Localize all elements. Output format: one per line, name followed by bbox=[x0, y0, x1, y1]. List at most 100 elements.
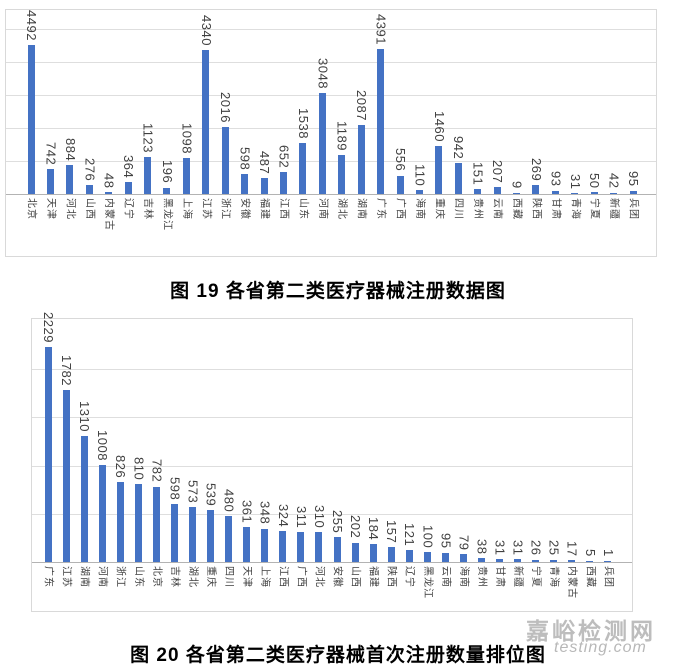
x-axis-label: 北京 bbox=[150, 566, 162, 588]
bar-value-label: 556 bbox=[393, 148, 408, 172]
bar bbox=[333, 537, 341, 562]
bar bbox=[170, 504, 178, 562]
gridline bbox=[32, 417, 632, 419]
bar bbox=[225, 515, 233, 562]
bar bbox=[261, 528, 269, 562]
x-axis-label: 黑龙江 bbox=[161, 198, 173, 231]
bar bbox=[387, 546, 395, 562]
bar bbox=[351, 542, 359, 562]
bar-value-label: 184 bbox=[366, 517, 382, 541]
gridline bbox=[32, 513, 632, 515]
bar bbox=[46, 169, 54, 194]
bar-value-label: 50 bbox=[587, 172, 603, 189]
bar bbox=[189, 506, 196, 562]
bar bbox=[435, 145, 443, 194]
x-axis-label: 广西 bbox=[295, 566, 307, 588]
bar-value-label: 1098 bbox=[179, 122, 195, 154]
x-axis-label: 安徽 bbox=[331, 566, 343, 588]
bar bbox=[532, 185, 540, 194]
x-axis-label: 西藏 bbox=[584, 566, 596, 588]
bar-value-label: 151 bbox=[470, 161, 486, 185]
bar-value-label: 573 bbox=[185, 479, 201, 503]
x-axis-label: 辽宁 bbox=[403, 566, 415, 588]
x-axis-label: 重庆 bbox=[433, 198, 445, 220]
bar bbox=[297, 532, 305, 562]
x-axis-label: 兵团 bbox=[602, 566, 614, 588]
x-axis-label: 云南 bbox=[439, 566, 451, 588]
bar bbox=[405, 550, 413, 562]
bar-value-label: 26 bbox=[528, 540, 544, 556]
bar bbox=[610, 192, 618, 194]
bar bbox=[629, 190, 637, 194]
gridline bbox=[6, 94, 656, 96]
bar-value-label: 95 bbox=[438, 533, 454, 549]
bar-value-label: 1 bbox=[600, 549, 616, 557]
bar bbox=[551, 190, 559, 194]
figure19-chart: 4492 北京 742 天津 884 河北 276 山西 48 内蒙古 364 辽宁 1123 吉林 196… bbox=[5, 9, 657, 257]
bar bbox=[241, 174, 249, 194]
bar-value-label: 4391 bbox=[373, 13, 389, 45]
bar-value-label: 202 bbox=[348, 515, 363, 539]
x-axis-label: 贵州 bbox=[475, 566, 487, 588]
bar bbox=[105, 192, 113, 194]
bar-value-label: 1310 bbox=[77, 400, 93, 432]
bar-value-label: 311 bbox=[293, 505, 309, 528]
bar bbox=[532, 559, 540, 562]
bar bbox=[163, 187, 171, 194]
bar bbox=[62, 390, 70, 562]
bar bbox=[80, 435, 88, 562]
x-axis-label: 江苏 bbox=[200, 198, 212, 220]
x-axis-label: 山西 bbox=[83, 198, 95, 220]
x-axis-label: 福建 bbox=[258, 198, 270, 220]
bar-value-label: 79 bbox=[456, 534, 472, 551]
bar bbox=[182, 157, 190, 194]
bar-value-label: 598 bbox=[167, 477, 183, 501]
x-axis-label: 河北 bbox=[313, 566, 325, 588]
bar bbox=[459, 554, 467, 562]
x-axis-label: 重庆 bbox=[205, 566, 216, 588]
bar bbox=[496, 559, 503, 562]
x-axis-label: 陕西 bbox=[385, 566, 397, 588]
bar-value-label: 31 bbox=[492, 539, 508, 555]
bar bbox=[514, 559, 522, 562]
x-axis-label: 甘肃 bbox=[549, 198, 561, 220]
bar-value-label: 93 bbox=[548, 171, 564, 187]
bar-value-label: 4492 bbox=[24, 10, 39, 42]
x-axis-label: 江苏 bbox=[60, 566, 72, 588]
bar bbox=[207, 510, 214, 562]
gridline bbox=[6, 127, 656, 129]
bar-value-label: 324 bbox=[275, 503, 291, 527]
x-axis-label: 广西 bbox=[394, 198, 406, 220]
bar-value-label: 25 bbox=[546, 540, 562, 556]
x-axis-label: 安徽 bbox=[239, 198, 251, 220]
gridline bbox=[32, 369, 632, 371]
bar-value-label: 9 bbox=[509, 181, 525, 189]
bar bbox=[85, 184, 93, 194]
x-axis-label: 四川 bbox=[223, 566, 235, 588]
bar bbox=[315, 532, 323, 562]
x-axis-label: 辽宁 bbox=[122, 198, 134, 220]
x-axis-label: 甘肃 bbox=[494, 566, 505, 588]
x-axis-label: 海南 bbox=[457, 566, 469, 588]
x-axis-label: 福建 bbox=[367, 566, 379, 588]
x-axis-label: 江西 bbox=[277, 566, 289, 588]
x-axis-label: 江西 bbox=[278, 198, 289, 220]
bar-value-label: 310 bbox=[311, 504, 327, 529]
x-axis-label: 浙江 bbox=[114, 566, 126, 588]
x-axis-label: 浙江 bbox=[219, 198, 231, 220]
x-axis-label: 河南 bbox=[96, 566, 108, 588]
bar bbox=[369, 544, 377, 562]
bar bbox=[202, 50, 210, 194]
bar-value-label: 2087 bbox=[354, 89, 370, 121]
bar-value-label: 196 bbox=[159, 160, 175, 184]
bar bbox=[243, 527, 251, 562]
x-axis-label: 湖北 bbox=[187, 566, 198, 588]
x-axis-label: 广东 bbox=[42, 566, 54, 588]
bar bbox=[571, 193, 579, 194]
bar-value-label: 110 bbox=[412, 164, 428, 187]
bar bbox=[441, 552, 449, 562]
bar-value-label: 1189 bbox=[334, 120, 350, 151]
x-axis-label: 上海 bbox=[180, 198, 192, 220]
bar-value-label: 5 bbox=[582, 549, 598, 557]
